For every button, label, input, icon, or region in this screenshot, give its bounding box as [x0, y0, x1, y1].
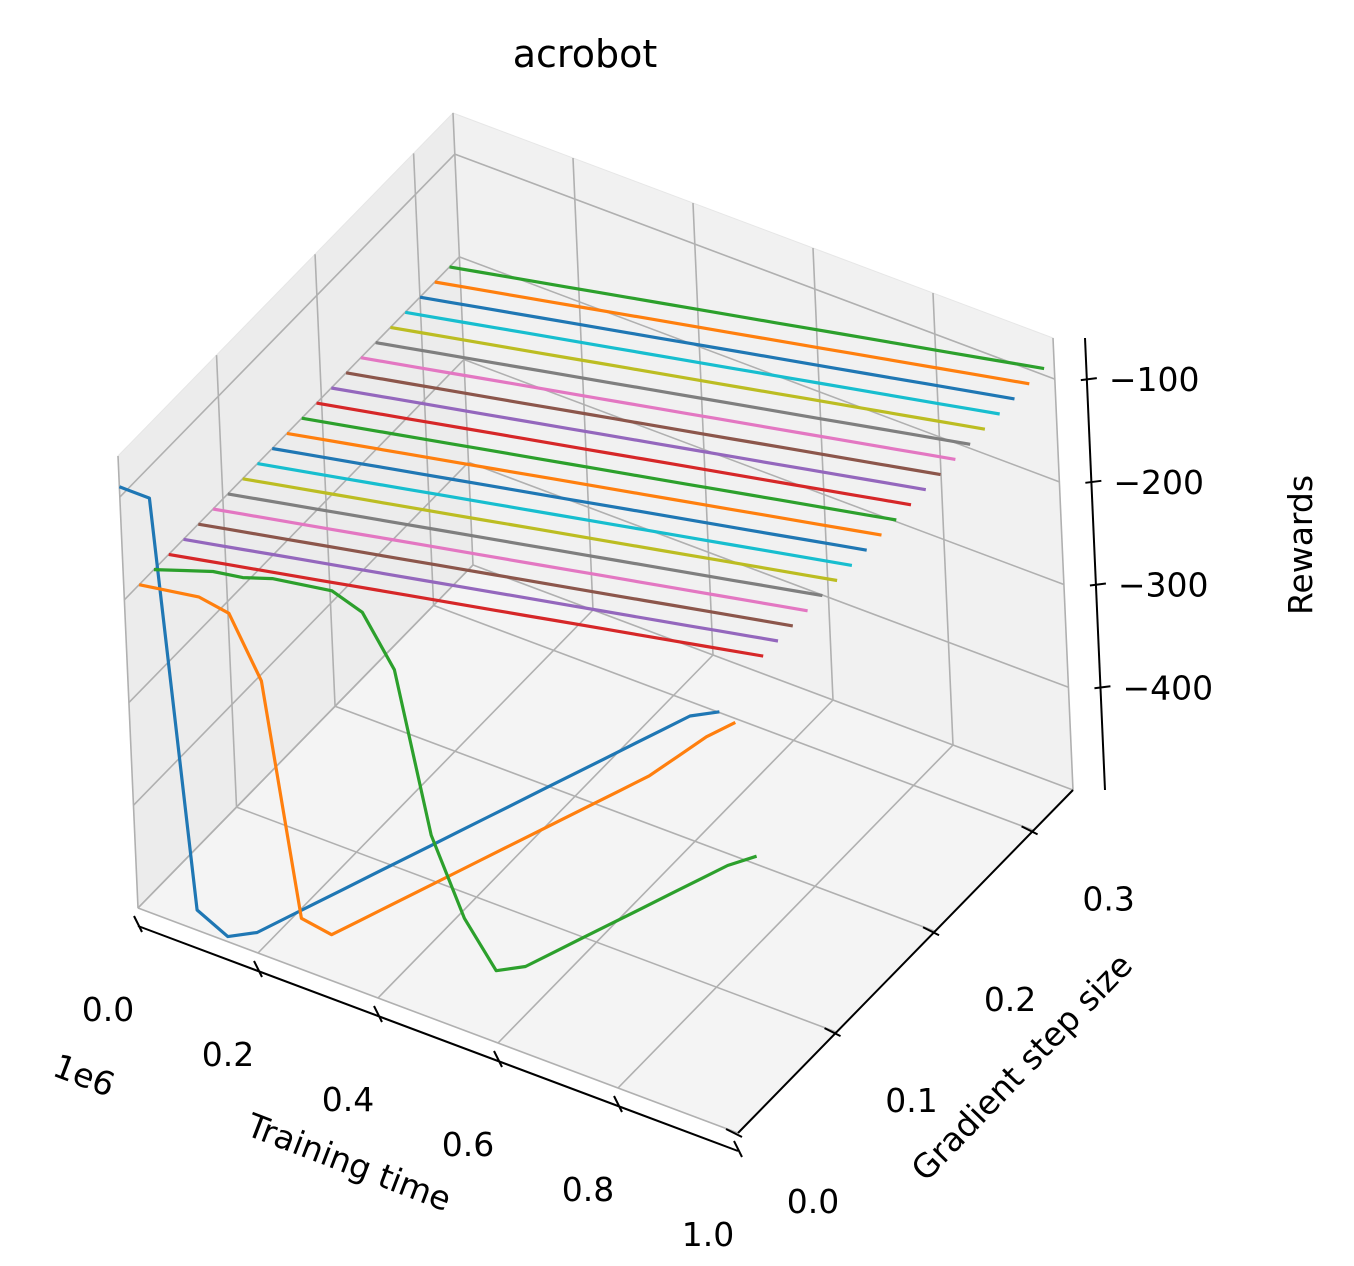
y-tick-mark [922, 926, 940, 937]
y-gridline-floor [137, 907, 739, 1134]
z-tick-mark [1089, 582, 1107, 587]
series-line-10 [271, 446, 867, 552]
series-line-8 [242, 477, 838, 583]
x-tick-label: 0.0 [82, 990, 134, 1029]
z-gridline-left [137, 564, 474, 909]
y-tick-mark [1021, 825, 1039, 836]
z-tick-label: −400 [1122, 668, 1213, 707]
x-axis-line [137, 925, 739, 1152]
z-tick-label: −200 [1113, 463, 1204, 502]
series-line-3 [168, 552, 764, 658]
x-tick-label: 0.6 [442, 1125, 494, 1164]
x-tick-mark [253, 960, 263, 978]
series-line-18 [390, 325, 986, 431]
z-tick-mark [1085, 479, 1102, 484]
y-tick-mark [824, 1027, 841, 1038]
series-line-12 [301, 416, 897, 522]
x-tick-mark [733, 1140, 743, 1158]
y-tick-label: 0.0 [787, 1182, 839, 1221]
series-line-15 [345, 371, 941, 477]
series-line-5 [198, 522, 794, 628]
y-tick-label: 0.2 [984, 980, 1036, 1019]
series-line-22 [449, 265, 1045, 371]
z-gridline-left [132, 461, 470, 806]
y-gridline-floor [236, 806, 837, 1033]
x-gridline-back [692, 202, 714, 656]
x-gridline-floor [497, 699, 834, 1044]
series-line-4 [183, 537, 779, 643]
series-line-21 [434, 280, 1030, 386]
x-tick-label: 1.0 [682, 1215, 734, 1254]
z-gridline-back [454, 153, 1056, 380]
z-tick-label: −300 [1118, 566, 1209, 605]
series-lines [118, 265, 1045, 973]
y-tick-mark [725, 1128, 743, 1138]
z-gridline-left [128, 358, 465, 704]
x-offset-label: 1e6 [48, 1046, 120, 1105]
series-line-6 [212, 507, 808, 613]
x-gridline-back [572, 157, 594, 611]
x-gridline-back [1052, 337, 1074, 791]
y-gridline-left [117, 455, 139, 909]
y-axis-line [737, 789, 1074, 1134]
x-tick-label: 0.2 [202, 1035, 254, 1074]
z-axis-label: Rewards [1281, 475, 1320, 615]
z-gridline-back [463, 358, 1065, 586]
series-line-2 [153, 568, 758, 973]
series-line-0 [118, 485, 720, 939]
z-gridline-left [123, 256, 460, 601]
axes-panes [117, 111, 1074, 1134]
series-line-20 [419, 295, 1015, 401]
x-tick-label: 0.4 [322, 1080, 374, 1119]
series-line-9 [257, 462, 853, 567]
z-gridline-left [119, 153, 456, 498]
series-line-13 [316, 401, 912, 507]
axis-lines [137, 337, 1106, 1152]
z-axis-line [1084, 337, 1106, 791]
z-tick-label: −100 [1109, 360, 1200, 399]
y-gridline-left [215, 355, 238, 808]
series-line-16 [360, 356, 956, 461]
y-gridline-floor [433, 604, 1034, 832]
y-tick-label: 0.1 [885, 1081, 937, 1120]
z-tick-mark [1080, 377, 1097, 382]
x-gridline-floor [257, 609, 594, 954]
x-gridline-back [812, 247, 834, 701]
x-gridline-floor [617, 744, 954, 1089]
x-tick-mark [613, 1095, 623, 1113]
series-line-11 [286, 431, 882, 537]
tick-labels: 0.0 0.2 0.4 0.6 0.8 1.0 0.0 0.1 0.2 0.3 −100 −200 −3… [82, 360, 1213, 1254]
series-line-17 [375, 341, 971, 446]
x-tick-label: 0.8 [562, 1170, 614, 1209]
z-gridline-back [459, 256, 1060, 483]
x-axis-label: Training time [241, 1105, 457, 1219]
x-tick-mark [133, 915, 143, 933]
series-line-7 [227, 492, 823, 598]
chart-title: acrobot [513, 32, 658, 76]
x-tick-mark [493, 1050, 503, 1068]
z-tick-mark [1094, 685, 1111, 690]
z-gridline-back [472, 564, 1074, 791]
series-line-19 [404, 310, 1000, 416]
y-tick-label: 0.3 [1082, 879, 1134, 918]
y-gridline-left [314, 254, 336, 707]
x-tick-mark [373, 1005, 383, 1023]
series-line-14 [331, 386, 927, 492]
y-gridline-floor [334, 705, 936, 932]
